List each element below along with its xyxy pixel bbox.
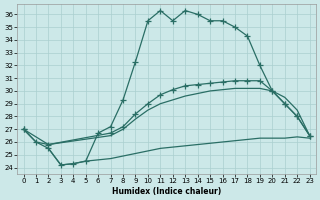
X-axis label: Humidex (Indice chaleur): Humidex (Indice chaleur) — [112, 187, 221, 196]
